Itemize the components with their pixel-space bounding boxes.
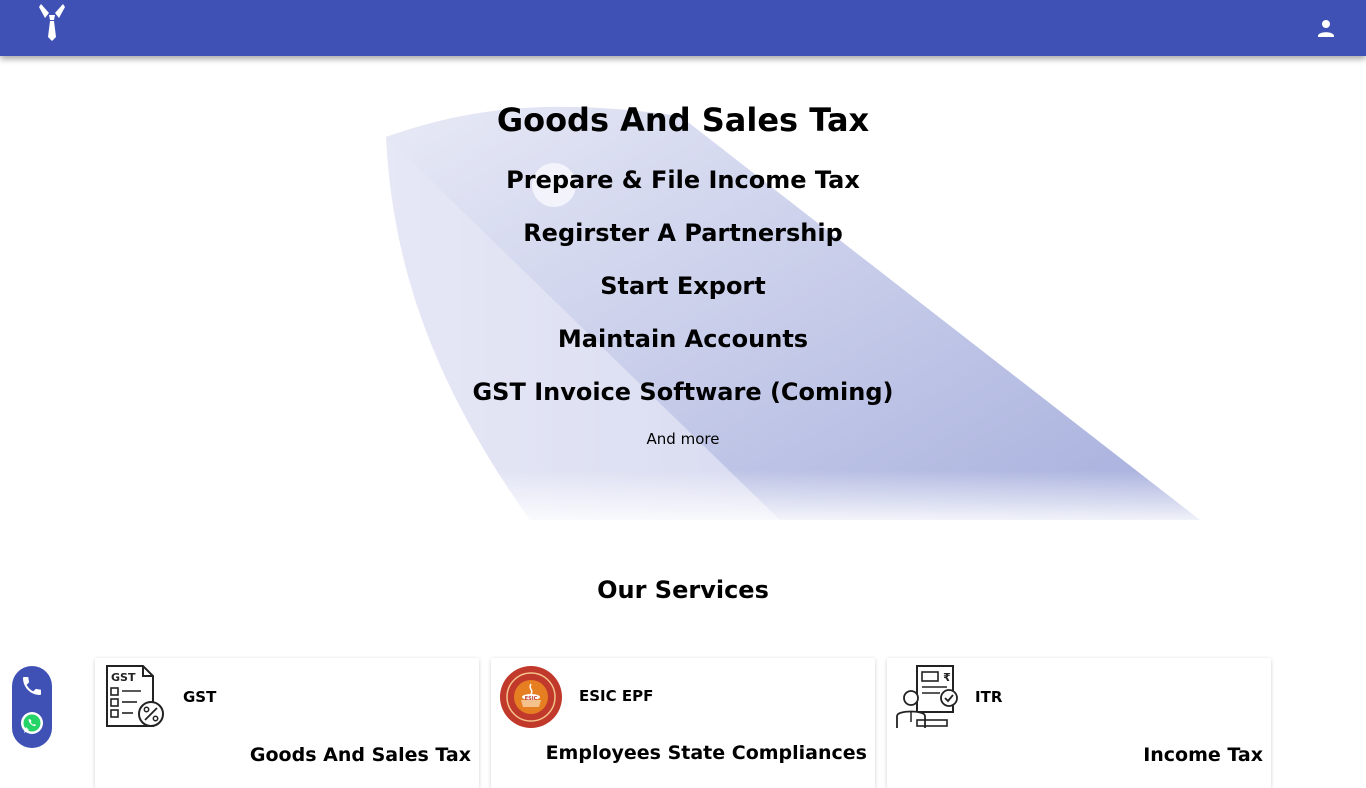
service-card-itr[interactable]: ₹ ITR Income Tax xyxy=(887,658,1271,788)
hero-item-invoice-software: GST Invoice Software (Coming) xyxy=(472,378,894,406)
hero-title: Goods And Sales Tax xyxy=(496,101,870,139)
service-card-description: Income Tax xyxy=(1143,744,1263,766)
account-person-icon[interactable] xyxy=(1314,16,1338,40)
service-card-description: Employees State Compliances xyxy=(545,742,867,764)
svg-text:GST: GST xyxy=(111,671,136,684)
hero-item-income-tax: Prepare & File Income Tax xyxy=(506,166,860,194)
hero-background-shape xyxy=(380,106,1220,530)
hero-item-export: Start Export xyxy=(600,272,766,300)
services-heading: Our Services xyxy=(597,576,769,604)
whatsapp-icon[interactable] xyxy=(20,711,44,735)
svg-text:₹: ₹ xyxy=(943,671,951,684)
service-card-description: Goods And Sales Tax xyxy=(249,744,471,766)
itr-accountant-icon: ₹ xyxy=(895,664,959,730)
tie-logo-icon[interactable] xyxy=(38,3,66,43)
service-card-gst[interactable]: GST GST Goods And Sales Tax xyxy=(95,658,479,788)
esic-emblem-icon: ESIC xyxy=(499,664,563,730)
phone-icon[interactable] xyxy=(20,674,44,698)
service-card-name: ITR xyxy=(975,688,1003,706)
hero-item-partnership: Regirster A Partnership xyxy=(523,219,843,247)
hero-more-text: And more xyxy=(646,430,720,448)
top-app-bar xyxy=(0,0,1366,56)
gst-document-icon: GST xyxy=(103,664,167,730)
service-card-name: GST xyxy=(183,688,217,706)
svg-text:ESIC: ESIC xyxy=(525,696,538,702)
service-card-name: ESIC EPF xyxy=(579,687,654,705)
hero-item-accounts: Maintain Accounts xyxy=(557,325,809,353)
contact-widget xyxy=(12,666,52,748)
service-card-esic-epf[interactable]: ESIC ESIC EPF Employees State Compliance… xyxy=(491,658,875,788)
